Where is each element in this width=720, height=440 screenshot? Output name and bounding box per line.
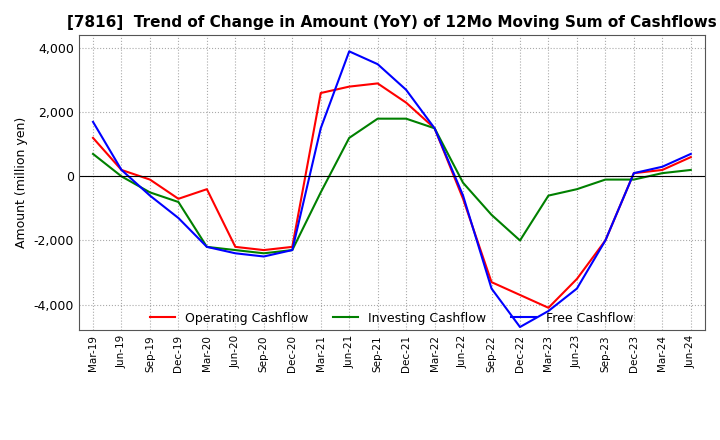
Investing Cashflow <box>345 135 354 140</box>
Operating Cashflow <box>202 187 211 192</box>
Operating Cashflow <box>402 100 410 105</box>
Free Cashflow <box>572 286 581 291</box>
Investing Cashflow <box>459 180 467 185</box>
Operating Cashflow <box>345 84 354 89</box>
Investing Cashflow <box>601 177 610 182</box>
Free Cashflow <box>431 126 439 131</box>
Free Cashflow <box>231 251 240 256</box>
Free Cashflow <box>259 254 268 259</box>
Operating Cashflow <box>544 305 553 310</box>
Operating Cashflow <box>231 244 240 249</box>
Free Cashflow <box>686 151 695 157</box>
Free Cashflow <box>345 49 354 54</box>
Free Cashflow <box>145 193 154 198</box>
Operating Cashflow <box>459 196 467 202</box>
Investing Cashflow <box>402 116 410 121</box>
Investing Cashflow <box>145 190 154 195</box>
Investing Cashflow <box>487 212 496 217</box>
Operating Cashflow <box>629 171 638 176</box>
Investing Cashflow <box>658 171 667 176</box>
Free Cashflow <box>374 62 382 67</box>
Operating Cashflow <box>117 167 126 172</box>
Operating Cashflow <box>658 167 667 172</box>
Free Cashflow <box>629 171 638 176</box>
Investing Cashflow <box>89 151 97 157</box>
Investing Cashflow <box>316 190 325 195</box>
Investing Cashflow <box>174 199 183 205</box>
Free Cashflow <box>402 87 410 92</box>
Free Cashflow <box>459 193 467 198</box>
Investing Cashflow <box>202 244 211 249</box>
Investing Cashflow <box>572 187 581 192</box>
Line: Investing Cashflow: Investing Cashflow <box>93 119 690 253</box>
Investing Cashflow <box>374 116 382 121</box>
Free Cashflow <box>516 324 524 330</box>
Investing Cashflow <box>686 167 695 172</box>
Operating Cashflow <box>487 279 496 285</box>
Operating Cashflow <box>259 247 268 253</box>
Operating Cashflow <box>288 244 297 249</box>
Operating Cashflow <box>174 196 183 202</box>
Investing Cashflow <box>431 126 439 131</box>
Free Cashflow <box>202 244 211 249</box>
Investing Cashflow <box>117 174 126 179</box>
Investing Cashflow <box>629 177 638 182</box>
Investing Cashflow <box>259 251 268 256</box>
Free Cashflow <box>544 308 553 314</box>
Operating Cashflow <box>572 276 581 282</box>
Free Cashflow <box>316 126 325 131</box>
Operating Cashflow <box>374 81 382 86</box>
Operating Cashflow <box>89 135 97 140</box>
Free Cashflow <box>89 119 97 125</box>
Operating Cashflow <box>601 238 610 243</box>
Free Cashflow <box>117 167 126 172</box>
Free Cashflow <box>658 164 667 169</box>
Operating Cashflow <box>431 126 439 131</box>
Operating Cashflow <box>145 177 154 182</box>
Free Cashflow <box>174 216 183 221</box>
Investing Cashflow <box>544 193 553 198</box>
Operating Cashflow <box>516 292 524 297</box>
Legend: Operating Cashflow, Investing Cashflow, Free Cashflow: Operating Cashflow, Investing Cashflow, … <box>145 307 639 330</box>
Investing Cashflow <box>288 247 297 253</box>
Free Cashflow <box>487 286 496 291</box>
Title: [7816]  Trend of Change in Amount (YoY) of 12Mo Moving Sum of Cashflows: [7816] Trend of Change in Amount (YoY) o… <box>67 15 717 30</box>
Line: Operating Cashflow: Operating Cashflow <box>93 84 690 308</box>
Line: Free Cashflow: Free Cashflow <box>93 51 690 327</box>
Free Cashflow <box>288 247 297 253</box>
Operating Cashflow <box>686 154 695 160</box>
Y-axis label: Amount (million yen): Amount (million yen) <box>15 117 28 249</box>
Investing Cashflow <box>516 238 524 243</box>
Operating Cashflow <box>316 90 325 95</box>
Investing Cashflow <box>231 247 240 253</box>
Free Cashflow <box>601 238 610 243</box>
